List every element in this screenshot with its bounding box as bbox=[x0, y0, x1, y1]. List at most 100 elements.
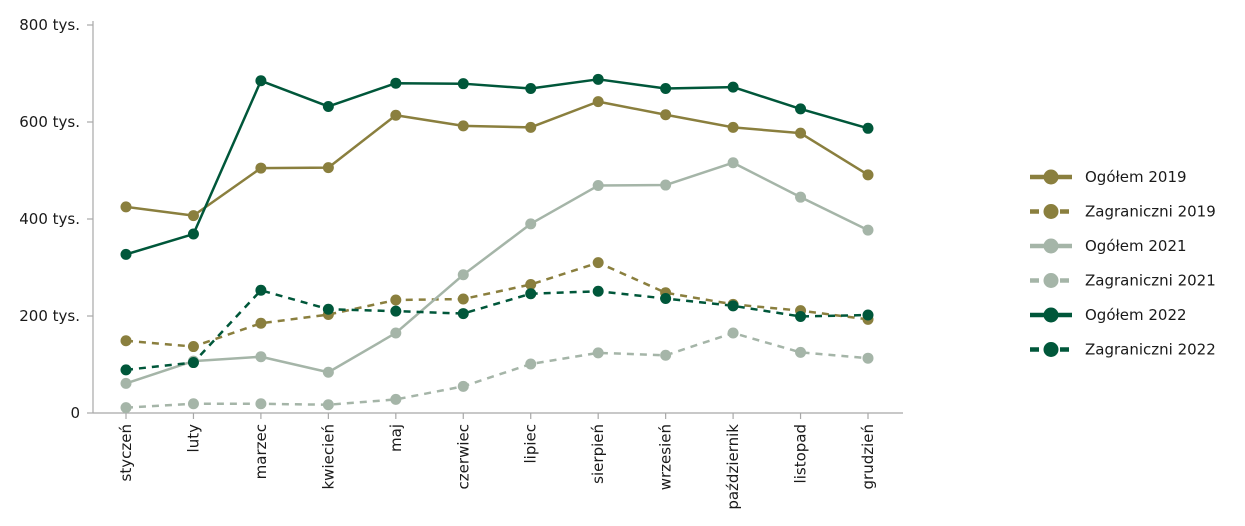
data-point bbox=[862, 309, 874, 321]
data-point bbox=[795, 103, 807, 115]
data-point bbox=[592, 96, 604, 108]
series-points bbox=[120, 73, 874, 414]
data-point bbox=[592, 257, 604, 269]
x-tick-label: lipiec bbox=[522, 424, 540, 464]
data-point bbox=[727, 300, 739, 312]
legend-marker bbox=[1043, 204, 1059, 219]
data-point bbox=[862, 352, 874, 364]
series-line bbox=[125, 331, 869, 409]
data-point bbox=[255, 398, 267, 410]
data-point bbox=[660, 293, 672, 305]
x-tick-label: marzec bbox=[252, 424, 270, 479]
data-point bbox=[390, 294, 402, 306]
x-tick-label: listopad bbox=[792, 424, 810, 483]
data-point bbox=[187, 398, 199, 410]
legend-label: Ogółem 2022 bbox=[1085, 306, 1187, 324]
data-point bbox=[255, 317, 267, 329]
series-line bbox=[125, 289, 869, 372]
data-point bbox=[862, 224, 874, 236]
x-tick-label: styczeń bbox=[117, 424, 135, 481]
data-point bbox=[525, 121, 537, 133]
data-point bbox=[322, 303, 334, 315]
x-tick-label: czerwiec bbox=[454, 424, 472, 489]
data-point bbox=[457, 293, 469, 305]
x-tick-label: wrzesień bbox=[657, 424, 675, 490]
data-point bbox=[322, 100, 334, 112]
data-point bbox=[727, 81, 739, 93]
x-tick-label: maj bbox=[387, 424, 405, 452]
x-tick-label: kwiecień bbox=[319, 424, 337, 490]
legend-label: Ogółem 2021 bbox=[1085, 237, 1187, 255]
data-point bbox=[255, 284, 267, 296]
chart-legend: Ogółem 2019 Zagraniczni 2019 Ogółem 2021 Za… bbox=[1030, 168, 1216, 359]
data-point bbox=[390, 77, 402, 89]
data-point bbox=[862, 169, 874, 181]
data-point bbox=[525, 83, 537, 95]
data-point bbox=[795, 191, 807, 203]
series-line bbox=[125, 78, 869, 256]
data-point bbox=[727, 121, 739, 133]
data-point bbox=[525, 278, 537, 290]
series-line bbox=[125, 161, 869, 385]
data-point bbox=[120, 402, 132, 414]
data-point bbox=[660, 83, 672, 95]
data-point bbox=[322, 399, 334, 411]
data-point bbox=[660, 349, 672, 361]
x-tick-label: grudzień bbox=[859, 424, 877, 490]
x-tick-label: luty bbox=[184, 424, 202, 453]
legend-label: Zagraniczni 2021 bbox=[1085, 272, 1216, 290]
series-line bbox=[125, 100, 869, 217]
data-point bbox=[120, 201, 132, 213]
legend-marker bbox=[1043, 342, 1059, 357]
legend-marker bbox=[1043, 273, 1059, 288]
legend-label: Ogółem 2019 bbox=[1085, 168, 1187, 186]
data-point bbox=[187, 341, 199, 353]
data-point bbox=[120, 364, 132, 376]
data-point bbox=[457, 120, 469, 132]
data-point bbox=[322, 162, 334, 174]
legend-label: Zagraniczni 2022 bbox=[1085, 341, 1216, 359]
chart-axes: 0 200 tys. 400 tys. 600 tys. 800 tys. styczeń… bbox=[19, 16, 903, 510]
data-point bbox=[592, 73, 604, 85]
legend-marker bbox=[1043, 238, 1059, 254]
series-line bbox=[125, 261, 869, 348]
data-point bbox=[187, 357, 199, 369]
y-tick-label: 400 tys. bbox=[19, 210, 80, 228]
x-tick-label: sierpień bbox=[589, 424, 607, 484]
y-tick-label: 600 tys. bbox=[19, 113, 80, 131]
data-point bbox=[525, 288, 537, 300]
data-point bbox=[120, 248, 132, 260]
data-point bbox=[322, 366, 334, 378]
data-point bbox=[120, 377, 132, 389]
data-point bbox=[457, 380, 469, 392]
data-point bbox=[592, 180, 604, 192]
data-point bbox=[727, 157, 739, 169]
data-point bbox=[457, 78, 469, 90]
data-point bbox=[187, 228, 199, 240]
data-point bbox=[390, 305, 402, 317]
data-point bbox=[795, 127, 807, 139]
data-point bbox=[187, 210, 199, 222]
data-point bbox=[255, 162, 267, 174]
series-lines bbox=[125, 78, 869, 409]
data-point bbox=[525, 358, 537, 370]
data-point bbox=[592, 285, 604, 297]
y-tick-label: 0 bbox=[70, 404, 80, 422]
data-point bbox=[255, 75, 267, 87]
data-point bbox=[727, 327, 739, 339]
y-tick-label: 200 tys. bbox=[19, 307, 80, 325]
data-point bbox=[795, 310, 807, 322]
data-point bbox=[660, 109, 672, 121]
data-point bbox=[457, 308, 469, 320]
legend-marker bbox=[1043, 169, 1059, 185]
legend-label: Zagraniczni 2019 bbox=[1085, 203, 1216, 221]
data-point bbox=[390, 109, 402, 121]
data-point bbox=[795, 346, 807, 358]
data-point bbox=[120, 335, 132, 347]
data-point bbox=[660, 179, 672, 191]
data-point bbox=[592, 347, 604, 359]
data-point bbox=[525, 218, 537, 230]
y-tick-label: 800 tys. bbox=[19, 16, 80, 34]
data-point bbox=[457, 269, 469, 281]
